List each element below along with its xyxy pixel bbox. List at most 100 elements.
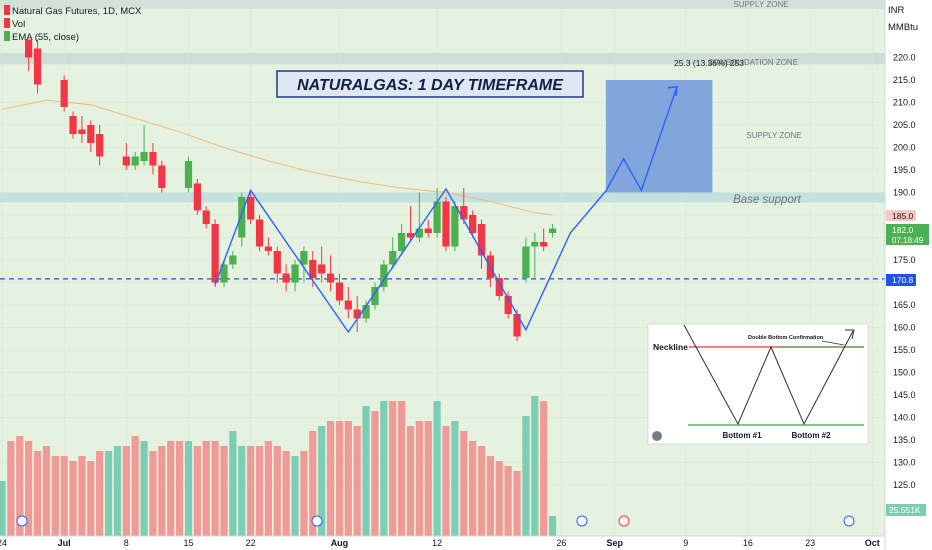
chart-title: NATURALGAS: 1 DAY TIMEFRAME: [297, 77, 564, 94]
candle-body: [433, 201, 441, 233]
volume-bar: [131, 436, 139, 536]
volume-bar: [149, 451, 157, 536]
volume-bar: [122, 446, 130, 536]
volume-bar: [326, 421, 335, 536]
title-box[interactable]: [276, 70, 584, 98]
candle-body: [69, 116, 77, 134]
legend-vol-row[interactable]: Vol: [4, 18, 141, 31]
base-support-band[interactable]: [0, 192, 885, 203]
volume-bar: [16, 436, 24, 536]
y-tick-label: 140.0: [893, 413, 916, 423]
unit-label[interactable]: MMBtu: [888, 22, 919, 33]
x-tick-label: 12: [432, 538, 442, 548]
volume-bar: [7, 441, 15, 536]
x-tick-label: 24: [0, 538, 7, 548]
y-tick-label: 175.0: [893, 255, 916, 265]
volume-bar: [335, 421, 344, 536]
volume-bar: [477, 446, 486, 536]
x-tick-label: Oct: [865, 538, 880, 548]
candle-body: [380, 264, 388, 287]
volume-bar: [69, 461, 77, 536]
volume-bar: [104, 451, 113, 536]
volume-bar: [51, 456, 59, 536]
candle-body: [442, 201, 450, 247]
inset-bottom1-label: Bottom #1: [722, 431, 762, 440]
volume-bar: [318, 426, 326, 536]
y-tick-label: 205.0: [893, 120, 916, 130]
x-tick-label: 22: [246, 538, 256, 548]
candle-body: [371, 287, 379, 305]
volume-bar: [158, 446, 166, 536]
consolidation-zone-band[interactable]: [0, 53, 885, 65]
candle-body: [504, 296, 512, 314]
x-tick-label: Jul: [58, 538, 71, 548]
candle-body: [495, 278, 503, 296]
y-tick-label: 210.0: [893, 98, 916, 108]
volume-bar: [504, 466, 512, 536]
candle-body: [282, 273, 290, 283]
projection-arrowhead: [667, 85, 678, 96]
volume-bar: [406, 426, 415, 536]
candle-body: [451, 206, 459, 247]
candle-body: [540, 242, 548, 247]
event-marker-icon[interactable]: [16, 515, 28, 527]
x-tick-label: 23: [805, 538, 815, 548]
inset-panel: [647, 323, 869, 445]
candle-body: [406, 233, 415, 238]
volume-bar: [229, 431, 237, 536]
volume-bar: [176, 441, 184, 536]
candle-body: [273, 251, 281, 274]
candle-body: [193, 183, 201, 211]
supply-zone-box-label: SUPPLY ZONE: [746, 131, 801, 140]
volume-bar: [353, 426, 361, 536]
inset-pointer: [821, 340, 845, 346]
price-tag-185-text: 185.0: [892, 211, 914, 221]
event-marker-icon[interactable]: [618, 515, 630, 527]
volume-bar: [167, 441, 175, 536]
y-tick-label: 125.0: [893, 480, 916, 490]
volume-bar: [433, 401, 441, 536]
legend-symbol-row[interactable]: Natural Gas Futures, 1D, MCX: [4, 5, 141, 18]
event-marker-icon[interactable]: [843, 515, 855, 527]
inset-arrowhead: [845, 329, 855, 340]
supply-zone-top-band[interactable]: [0, 0, 885, 9]
currency-label[interactable]: INR: [888, 5, 905, 16]
candle-body: [140, 152, 148, 161]
inset-watermark-icon: [652, 431, 662, 441]
volume-bar: [300, 451, 308, 536]
event-markers[interactable]: [16, 515, 855, 527]
event-marker-icon[interactable]: [311, 515, 323, 527]
volume-bar: [60, 456, 68, 536]
volume-bar: [96, 451, 104, 536]
support-price-text: 170.8: [892, 275, 914, 285]
volume-bar: [540, 401, 548, 536]
volume-bar: [495, 461, 503, 536]
x-tick-label: 26: [556, 538, 566, 548]
supply-zone-box[interactable]: [605, 80, 713, 193]
volume-bar: [255, 446, 264, 536]
candle-body: [131, 156, 139, 166]
volume-bar: [344, 421, 352, 536]
legend-ema-row[interactable]: EMA (55, close): [4, 31, 141, 44]
volume-bar: [25, 441, 33, 536]
volume-bar: [424, 421, 432, 536]
candle-body: [25, 39, 33, 58]
x-tick-label: 8: [124, 538, 129, 548]
volume-bar: [460, 431, 468, 536]
y-tick-label: 155.0: [893, 345, 916, 355]
double-bottom-trend-line[interactable]: [214, 86, 678, 334]
double-bottom-inset: Neckline Double Bottom Confirmation Bott…: [647, 323, 869, 445]
volume-bar: [291, 456, 299, 536]
volume-bar: [548, 516, 557, 536]
base-support-label: Base support: [733, 194, 802, 206]
event-marker-icon[interactable]: [576, 515, 588, 527]
volume-bar: [238, 446, 246, 536]
candle-body: [398, 233, 406, 251]
time-axis[interactable]: [0, 536, 885, 550]
candle-body: [96, 134, 104, 157]
candle-body: [255, 219, 264, 247]
y-tick-label: 190.0: [893, 188, 916, 198]
consolidation-zone-label: CONSOLIDATION ZONE: [708, 58, 798, 67]
candle-body: [291, 264, 299, 283]
